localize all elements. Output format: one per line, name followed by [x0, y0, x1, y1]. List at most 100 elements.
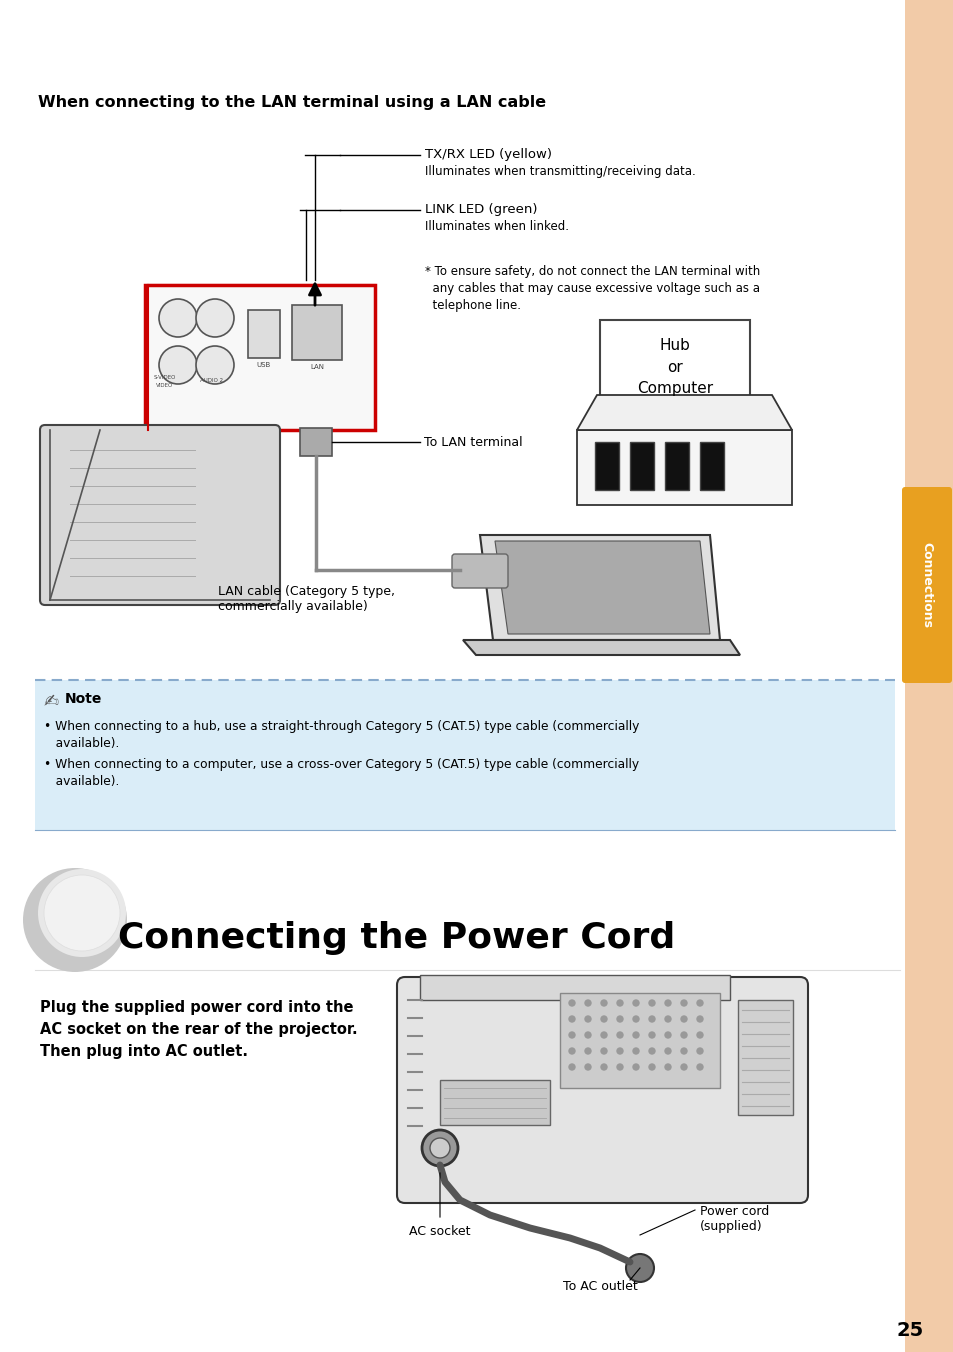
Circle shape	[664, 1032, 670, 1038]
Text: * To ensure safety, do not connect the LAN terminal with: * To ensure safety, do not connect the L…	[424, 265, 760, 279]
Circle shape	[38, 869, 126, 957]
Text: LAN: LAN	[310, 364, 324, 370]
Circle shape	[680, 1032, 686, 1038]
Polygon shape	[479, 535, 720, 639]
Circle shape	[648, 1032, 655, 1038]
Text: LINK LED (green): LINK LED (green)	[424, 203, 537, 216]
Text: TX/RX LED (yellow): TX/RX LED (yellow)	[424, 147, 552, 161]
Bar	[664, 442, 688, 489]
FancyBboxPatch shape	[901, 487, 951, 683]
Circle shape	[680, 1064, 686, 1069]
Circle shape	[664, 1015, 670, 1022]
Bar	[595, 442, 618, 489]
Circle shape	[617, 1064, 622, 1069]
Text: S-VIDEO: S-VIDEO	[153, 375, 176, 380]
Bar	[629, 442, 654, 489]
Circle shape	[633, 1000, 639, 1006]
Text: AUDIO 2: AUDIO 2	[200, 379, 223, 383]
Bar	[700, 442, 723, 489]
Circle shape	[584, 1048, 590, 1055]
FancyBboxPatch shape	[40, 425, 280, 604]
Circle shape	[568, 1015, 575, 1022]
Text: Illuminates when transmitting/receiving data.: Illuminates when transmitting/receiving …	[424, 165, 695, 178]
Circle shape	[421, 1130, 457, 1165]
Text: When connecting to the LAN terminal using a LAN cable: When connecting to the LAN terminal usin…	[38, 95, 545, 110]
Bar	[419, 975, 729, 1000]
Circle shape	[159, 299, 196, 337]
Circle shape	[617, 1015, 622, 1022]
Circle shape	[568, 1064, 575, 1069]
Circle shape	[600, 1000, 606, 1006]
Circle shape	[584, 1064, 590, 1069]
Text: Note: Note	[65, 692, 102, 706]
Circle shape	[568, 1048, 575, 1055]
Circle shape	[617, 1032, 622, 1038]
Circle shape	[664, 1064, 670, 1069]
Circle shape	[584, 1032, 590, 1038]
Bar	[299, 429, 332, 456]
Text: • When connecting to a hub, use a straight-through Category 5 (CAT.5) type cable: • When connecting to a hub, use a straig…	[44, 721, 639, 733]
Text: Connecting the Power Cord: Connecting the Power Cord	[118, 921, 675, 955]
Polygon shape	[577, 395, 791, 430]
Circle shape	[430, 1138, 450, 1159]
Circle shape	[680, 1015, 686, 1022]
Circle shape	[648, 1048, 655, 1055]
Circle shape	[633, 1048, 639, 1055]
Text: available).: available).	[44, 737, 119, 750]
Circle shape	[23, 868, 127, 972]
Bar	[35, 680, 894, 830]
Circle shape	[680, 1048, 686, 1055]
Circle shape	[697, 1015, 702, 1022]
Circle shape	[697, 1032, 702, 1038]
Circle shape	[633, 1015, 639, 1022]
Bar	[738, 1000, 792, 1115]
Circle shape	[568, 1032, 575, 1038]
Text: Then plug into AC outlet.: Then plug into AC outlet.	[40, 1044, 248, 1059]
Bar	[292, 306, 341, 360]
Text: 25: 25	[896, 1321, 923, 1340]
Bar	[904, 0, 953, 1352]
Text: AC socket: AC socket	[409, 1225, 470, 1238]
Bar	[599, 320, 749, 415]
Text: • When connecting to a computer, use a cross-over Category 5 (CAT.5) type cable : • When connecting to a computer, use a c…	[44, 758, 639, 771]
FancyBboxPatch shape	[396, 977, 807, 1203]
Bar	[145, 285, 375, 430]
Text: To LAN terminal: To LAN terminal	[423, 435, 522, 449]
Circle shape	[195, 299, 233, 337]
Circle shape	[633, 1032, 639, 1038]
Circle shape	[648, 1064, 655, 1069]
Circle shape	[680, 1000, 686, 1006]
FancyBboxPatch shape	[452, 554, 507, 588]
Bar	[248, 310, 280, 358]
Circle shape	[697, 1064, 702, 1069]
Text: any cables that may cause excessive voltage such as a: any cables that may cause excessive volt…	[424, 283, 760, 295]
Bar	[559, 992, 720, 1088]
Circle shape	[648, 1000, 655, 1006]
Circle shape	[664, 1000, 670, 1006]
Circle shape	[584, 1000, 590, 1006]
Text: Hub
or
Computer: Hub or Computer	[637, 338, 712, 396]
Circle shape	[625, 1255, 654, 1282]
Bar	[439, 1080, 550, 1125]
Circle shape	[159, 346, 196, 384]
Circle shape	[195, 346, 233, 384]
Circle shape	[568, 1000, 575, 1006]
Text: Power cord
(supplied): Power cord (supplied)	[700, 1205, 768, 1233]
Polygon shape	[462, 639, 740, 654]
Circle shape	[600, 1064, 606, 1069]
Text: available).: available).	[44, 775, 119, 788]
Text: telephone line.: telephone line.	[424, 299, 520, 312]
Circle shape	[633, 1064, 639, 1069]
Circle shape	[617, 1000, 622, 1006]
Circle shape	[600, 1032, 606, 1038]
Text: VIDEO: VIDEO	[156, 383, 173, 388]
Bar	[577, 430, 791, 506]
Text: To AC outlet: To AC outlet	[562, 1280, 637, 1293]
Circle shape	[697, 1000, 702, 1006]
Circle shape	[600, 1015, 606, 1022]
Circle shape	[584, 1015, 590, 1022]
Circle shape	[600, 1048, 606, 1055]
Text: AC socket on the rear of the projector.: AC socket on the rear of the projector.	[40, 1022, 357, 1037]
Circle shape	[648, 1015, 655, 1022]
Circle shape	[697, 1048, 702, 1055]
